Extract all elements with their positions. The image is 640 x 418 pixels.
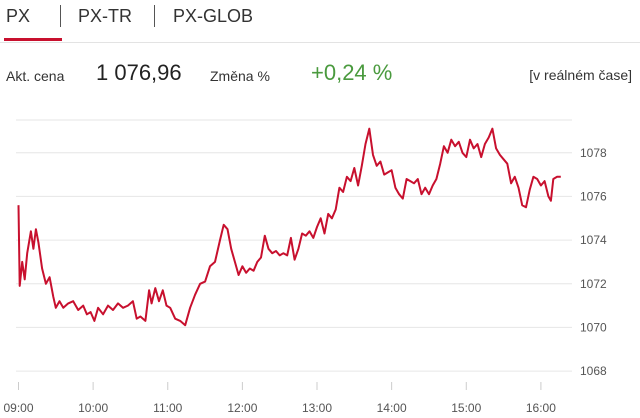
quote-bar: Akt. cena 1 076,96 Změna % +0,24 % [v re… — [0, 56, 640, 90]
price-chart: 09:00 10:00 11:00 12:00 13:00 14:00 15:00 16:00… — [3, 119, 607, 415]
x-tick-label: 14:00 — [377, 401, 407, 415]
x-tick-label: 10:00 — [78, 401, 108, 415]
price-label: Akt. cena — [6, 68, 65, 84]
grid — [16, 119, 572, 372]
active-tab-indicator — [4, 38, 62, 41]
x-tick-label: 09:00 — [3, 401, 33, 415]
current-price: 1 076,96 — [96, 60, 182, 85]
y-tick-label: 1076 — [580, 189, 607, 203]
tab-px[interactable]: PX — [6, 6, 31, 26]
px-index-line — [17, 127, 561, 327]
tab-px-glob[interactable]: PX-GLOB — [173, 6, 254, 26]
tab-px-tr[interactable]: PX-TR — [78, 6, 132, 26]
y-tick-label: 1072 — [580, 277, 607, 291]
tab-separator — [154, 5, 155, 27]
tab-separator — [60, 5, 61, 27]
change-label: Změna % — [210, 68, 270, 84]
x-axis: 09:00 10:00 11:00 12:00 13:00 14:00 15:00 16:00 — [3, 382, 556, 415]
x-tick-label: 11:00 — [153, 401, 182, 415]
y-tick-label: 1074 — [580, 233, 607, 247]
y-tick-label: 1068 — [580, 364, 607, 378]
x-tick-label: 16:00 — [526, 401, 556, 415]
y-axis: 1068 1070 1072 1074 1076 1078 — [580, 146, 607, 378]
x-tick-label: 12:00 — [227, 401, 257, 415]
series — [17, 127, 561, 327]
change-value: +0,24 % — [311, 60, 393, 85]
realtime-indicator: [v reálném čase] — [529, 67, 632, 83]
index-tabs: PX PX-TR PX-GLOB — [0, 0, 640, 43]
x-tick-label: 15:00 — [451, 401, 481, 415]
y-tick-label: 1078 — [580, 146, 607, 160]
x-tick-label: 13:00 — [302, 401, 332, 415]
y-tick-label: 1070 — [580, 320, 607, 334]
